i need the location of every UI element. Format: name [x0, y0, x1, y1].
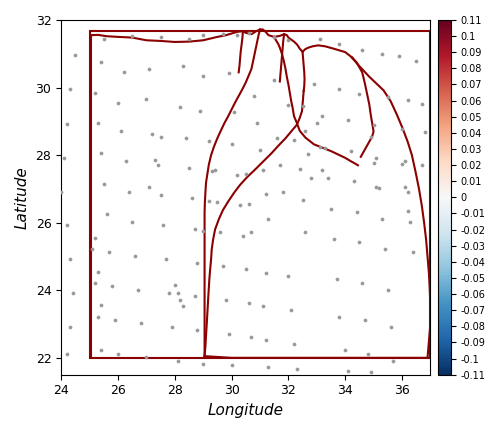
X-axis label: Longitude: Longitude: [208, 403, 284, 418]
Y-axis label: Latitude: Latitude: [15, 166, 30, 229]
